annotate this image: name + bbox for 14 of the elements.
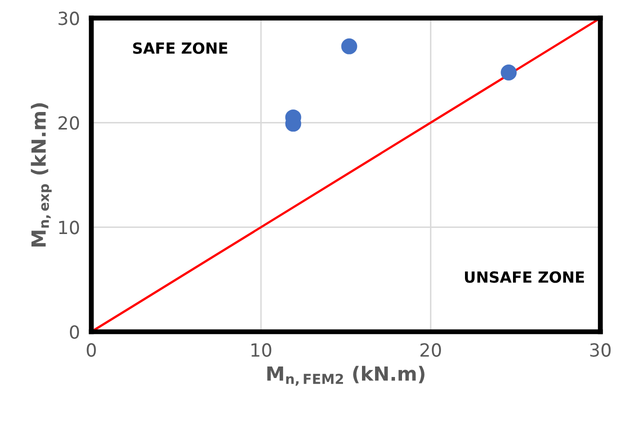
x-tick-label: 20 [420, 343, 441, 357]
y-tick-label: 20 [58, 116, 80, 130]
annotation: UNSAFE ZONE [464, 271, 584, 283]
x-tick-label: 30 [590, 343, 611, 357]
y-tick-label: 30 [58, 12, 80, 26]
point [500, 64, 517, 80]
x-tick-label: 10 [251, 343, 272, 357]
y-tick-label: 10 [59, 220, 80, 234]
point [341, 38, 358, 54]
y-axis-title: M$_{n,exp}$ (kN.m) [30, 103, 52, 247]
annotation: SAFE ZONE [133, 42, 228, 54]
x-tick-label: 0 [86, 343, 96, 357]
x-axis-title: M$_{n,FEM2}$ (kN.m) [267, 366, 424, 386]
y-tick-label: 0 [70, 325, 80, 339]
